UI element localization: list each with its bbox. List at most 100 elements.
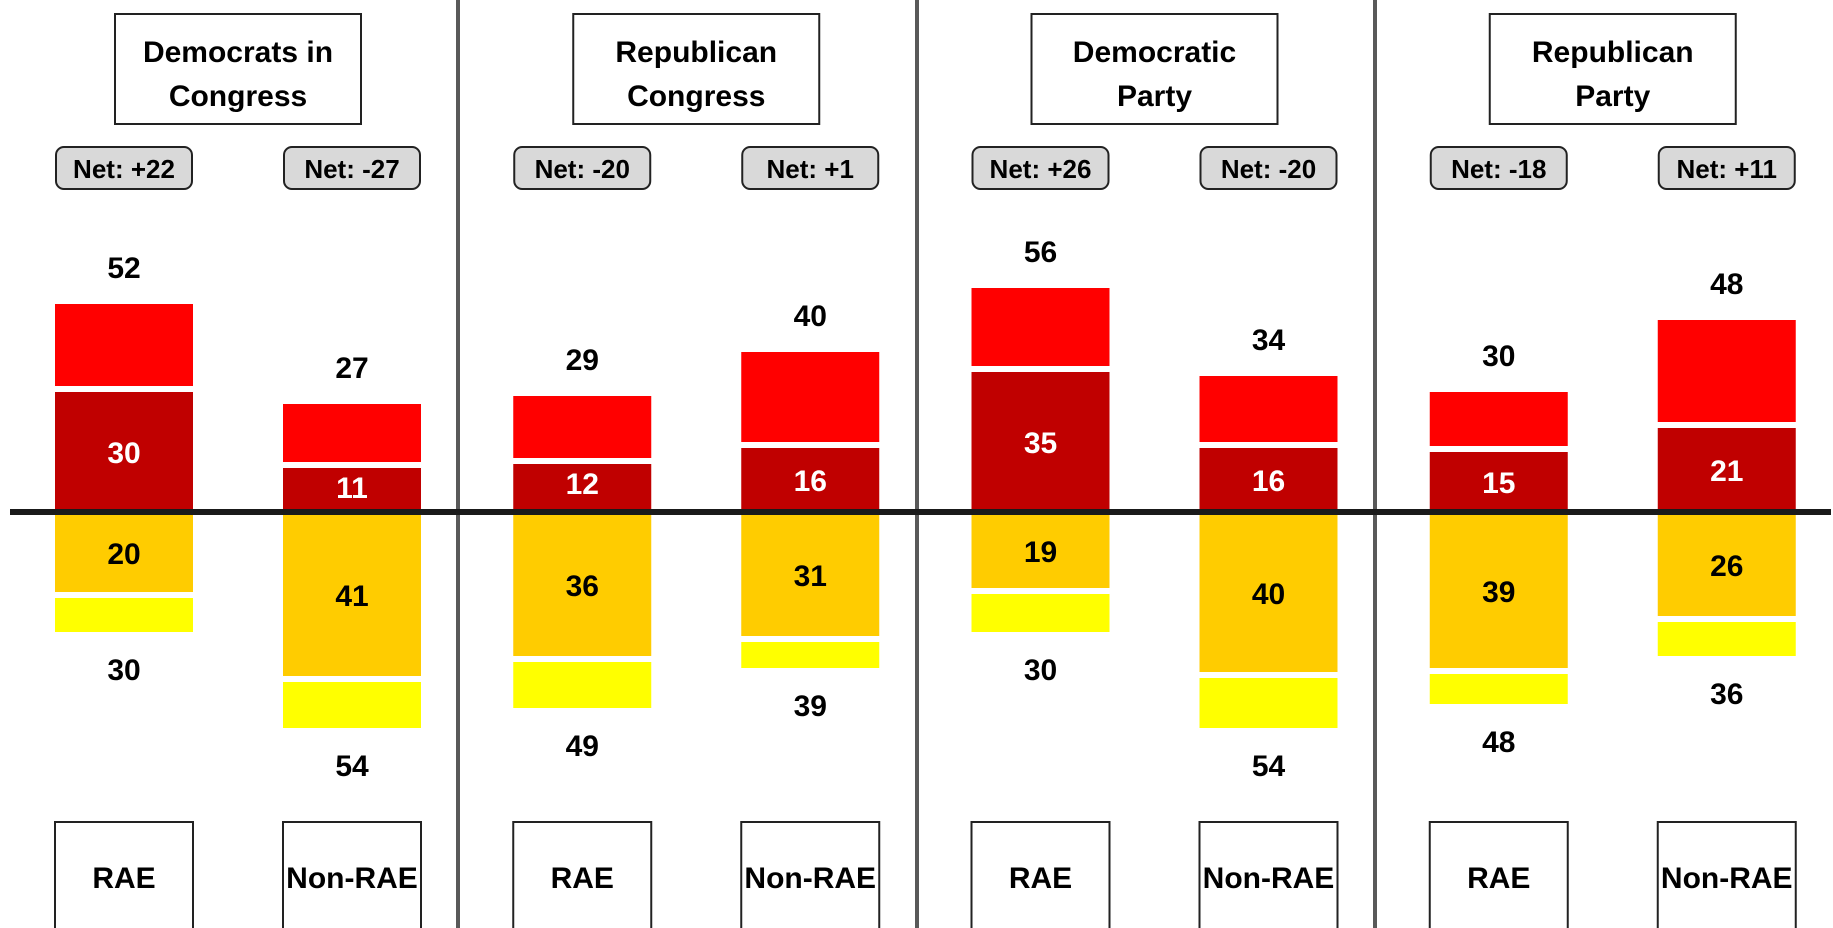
baseline	[10, 509, 1831, 515]
net-badge-label: Net: +22	[73, 154, 175, 184]
bar-segment-upper-inner	[513, 464, 652, 512]
bar-segment-upper-inner	[55, 392, 193, 512]
bar-segment-upper-outer	[513, 396, 652, 458]
net-badge-label: Net: -27	[304, 154, 399, 184]
net-badge	[283, 146, 421, 190]
data-label-lower-inner: 31	[794, 560, 827, 593]
bar-segment-upper-outer	[1429, 392, 1568, 446]
data-label-lower-total: 30	[1024, 654, 1057, 687]
panel-divider	[915, 0, 919, 928]
category-box	[512, 821, 653, 928]
data-label-lower-inner: 26	[1710, 550, 1743, 583]
bar-segment-upper-inner	[1199, 448, 1338, 512]
data-label-upper-total: 56	[1024, 236, 1057, 269]
panel-title-line-2: Congress	[169, 80, 307, 113]
data-label-lower-inner: 40	[1252, 578, 1285, 611]
panel-title-line-2: Party	[1575, 80, 1650, 113]
bar-segment-lower-inner	[513, 512, 652, 656]
data-label-upper-total: 48	[1710, 268, 1743, 301]
bar-segment-lower-inner	[55, 512, 193, 592]
bar-segment-upper-outer	[55, 304, 193, 386]
category-label: Non-RAE	[1203, 862, 1335, 895]
bar-segment-upper-outer	[283, 404, 421, 462]
data-label-upper-inner: 16	[1252, 465, 1285, 498]
net-badge	[1199, 146, 1338, 190]
data-label-upper-inner: 21	[1710, 455, 1743, 488]
bar-segment-lower-outer	[1429, 674, 1568, 704]
bar-segment-upper-inner	[1429, 452, 1568, 512]
panel-title-line-1: Republican	[1532, 36, 1694, 69]
net-badge	[55, 146, 193, 190]
data-label-lower-total: 36	[1710, 678, 1743, 711]
bar-segment-lower-inner	[741, 512, 880, 636]
bar-segment-lower-inner	[1429, 512, 1568, 668]
data-label-upper-total: 27	[335, 352, 368, 385]
net-badge-label: Net: +1	[767, 154, 854, 184]
bar-segment-lower-outer	[513, 662, 652, 708]
panel-title-line-1: Democratic	[1073, 36, 1236, 69]
data-label-lower-total: 30	[107, 654, 140, 687]
net-badge-label: Net: -20	[535, 154, 630, 184]
category-box	[970, 821, 1111, 928]
net-badge-label: Net: +26	[990, 154, 1092, 184]
data-label-lower-total: 54	[1252, 750, 1286, 783]
category-box	[54, 821, 194, 928]
category-box	[1428, 821, 1569, 928]
bar-segment-lower-outer	[283, 682, 421, 728]
data-label-upper-total: 34	[1252, 324, 1286, 357]
panel-title-line-1: Democrats in	[143, 36, 333, 69]
bar-segment-upper-inner	[971, 372, 1110, 512]
panel-divider	[1373, 0, 1377, 928]
category-box	[740, 821, 881, 928]
bar-segment-lower-inner	[971, 512, 1110, 588]
data-label-lower-total: 39	[794, 690, 827, 723]
data-label-lower-total: 54	[335, 750, 369, 783]
bar-segment-upper-inner	[741, 448, 880, 512]
bar-segment-upper-outer	[1657, 320, 1796, 422]
net-badge-label: Net: -20	[1221, 154, 1316, 184]
category-label: RAE	[92, 862, 155, 895]
data-label-upper-total: 52	[107, 252, 140, 285]
net-badge	[1429, 146, 1568, 190]
category-label: Non-RAE	[286, 862, 418, 895]
data-label-upper-inner: 12	[566, 468, 599, 501]
panel-title-box	[1030, 13, 1279, 125]
data-label-upper-total: 40	[794, 300, 827, 333]
data-label-upper-inner: 15	[1482, 467, 1515, 500]
bar-segment-lower-outer	[971, 594, 1110, 632]
data-label-upper-total: 30	[1482, 340, 1515, 373]
data-label-lower-total: 49	[566, 730, 599, 763]
data-label-lower-inner: 36	[566, 570, 599, 603]
bar-segment-lower-outer	[55, 598, 193, 632]
data-label-lower-inner: 19	[1024, 536, 1057, 569]
category-label: RAE	[1009, 862, 1072, 895]
category-label: Non-RAE	[1661, 862, 1793, 895]
data-label-lower-inner: 41	[335, 580, 368, 613]
panel-title-box	[114, 13, 362, 125]
category-label: Non-RAE	[744, 862, 876, 895]
category-box	[282, 821, 422, 928]
data-label-lower-inner: 20	[107, 538, 140, 571]
data-label-lower-inner: 39	[1482, 576, 1515, 609]
net-badge	[741, 146, 880, 190]
panel-divider	[456, 0, 460, 928]
data-label-upper-inner: 16	[794, 465, 827, 498]
panel-title-box	[1488, 13, 1737, 125]
bar-segment-upper-outer	[741, 352, 880, 442]
bar-segment-lower-outer	[741, 642, 880, 668]
bar-segment-upper-inner	[283, 468, 421, 512]
category-box	[1656, 821, 1797, 928]
data-label-upper-total: 29	[566, 344, 599, 377]
bar-segment-lower-outer	[1657, 622, 1796, 656]
net-badge-label: Net: -18	[1451, 154, 1546, 184]
data-label-lower-total: 48	[1482, 726, 1515, 759]
net-badge-label: Net: +11	[1677, 154, 1777, 184]
bar-segment-upper-inner	[1657, 428, 1796, 512]
category-box	[1198, 821, 1339, 928]
net-badge	[971, 146, 1110, 190]
category-label: RAE	[551, 862, 614, 895]
net-badge	[1657, 146, 1796, 190]
panel-title-line-2: Party	[1117, 80, 1192, 113]
panel-title-line-2: Congress	[627, 80, 765, 113]
